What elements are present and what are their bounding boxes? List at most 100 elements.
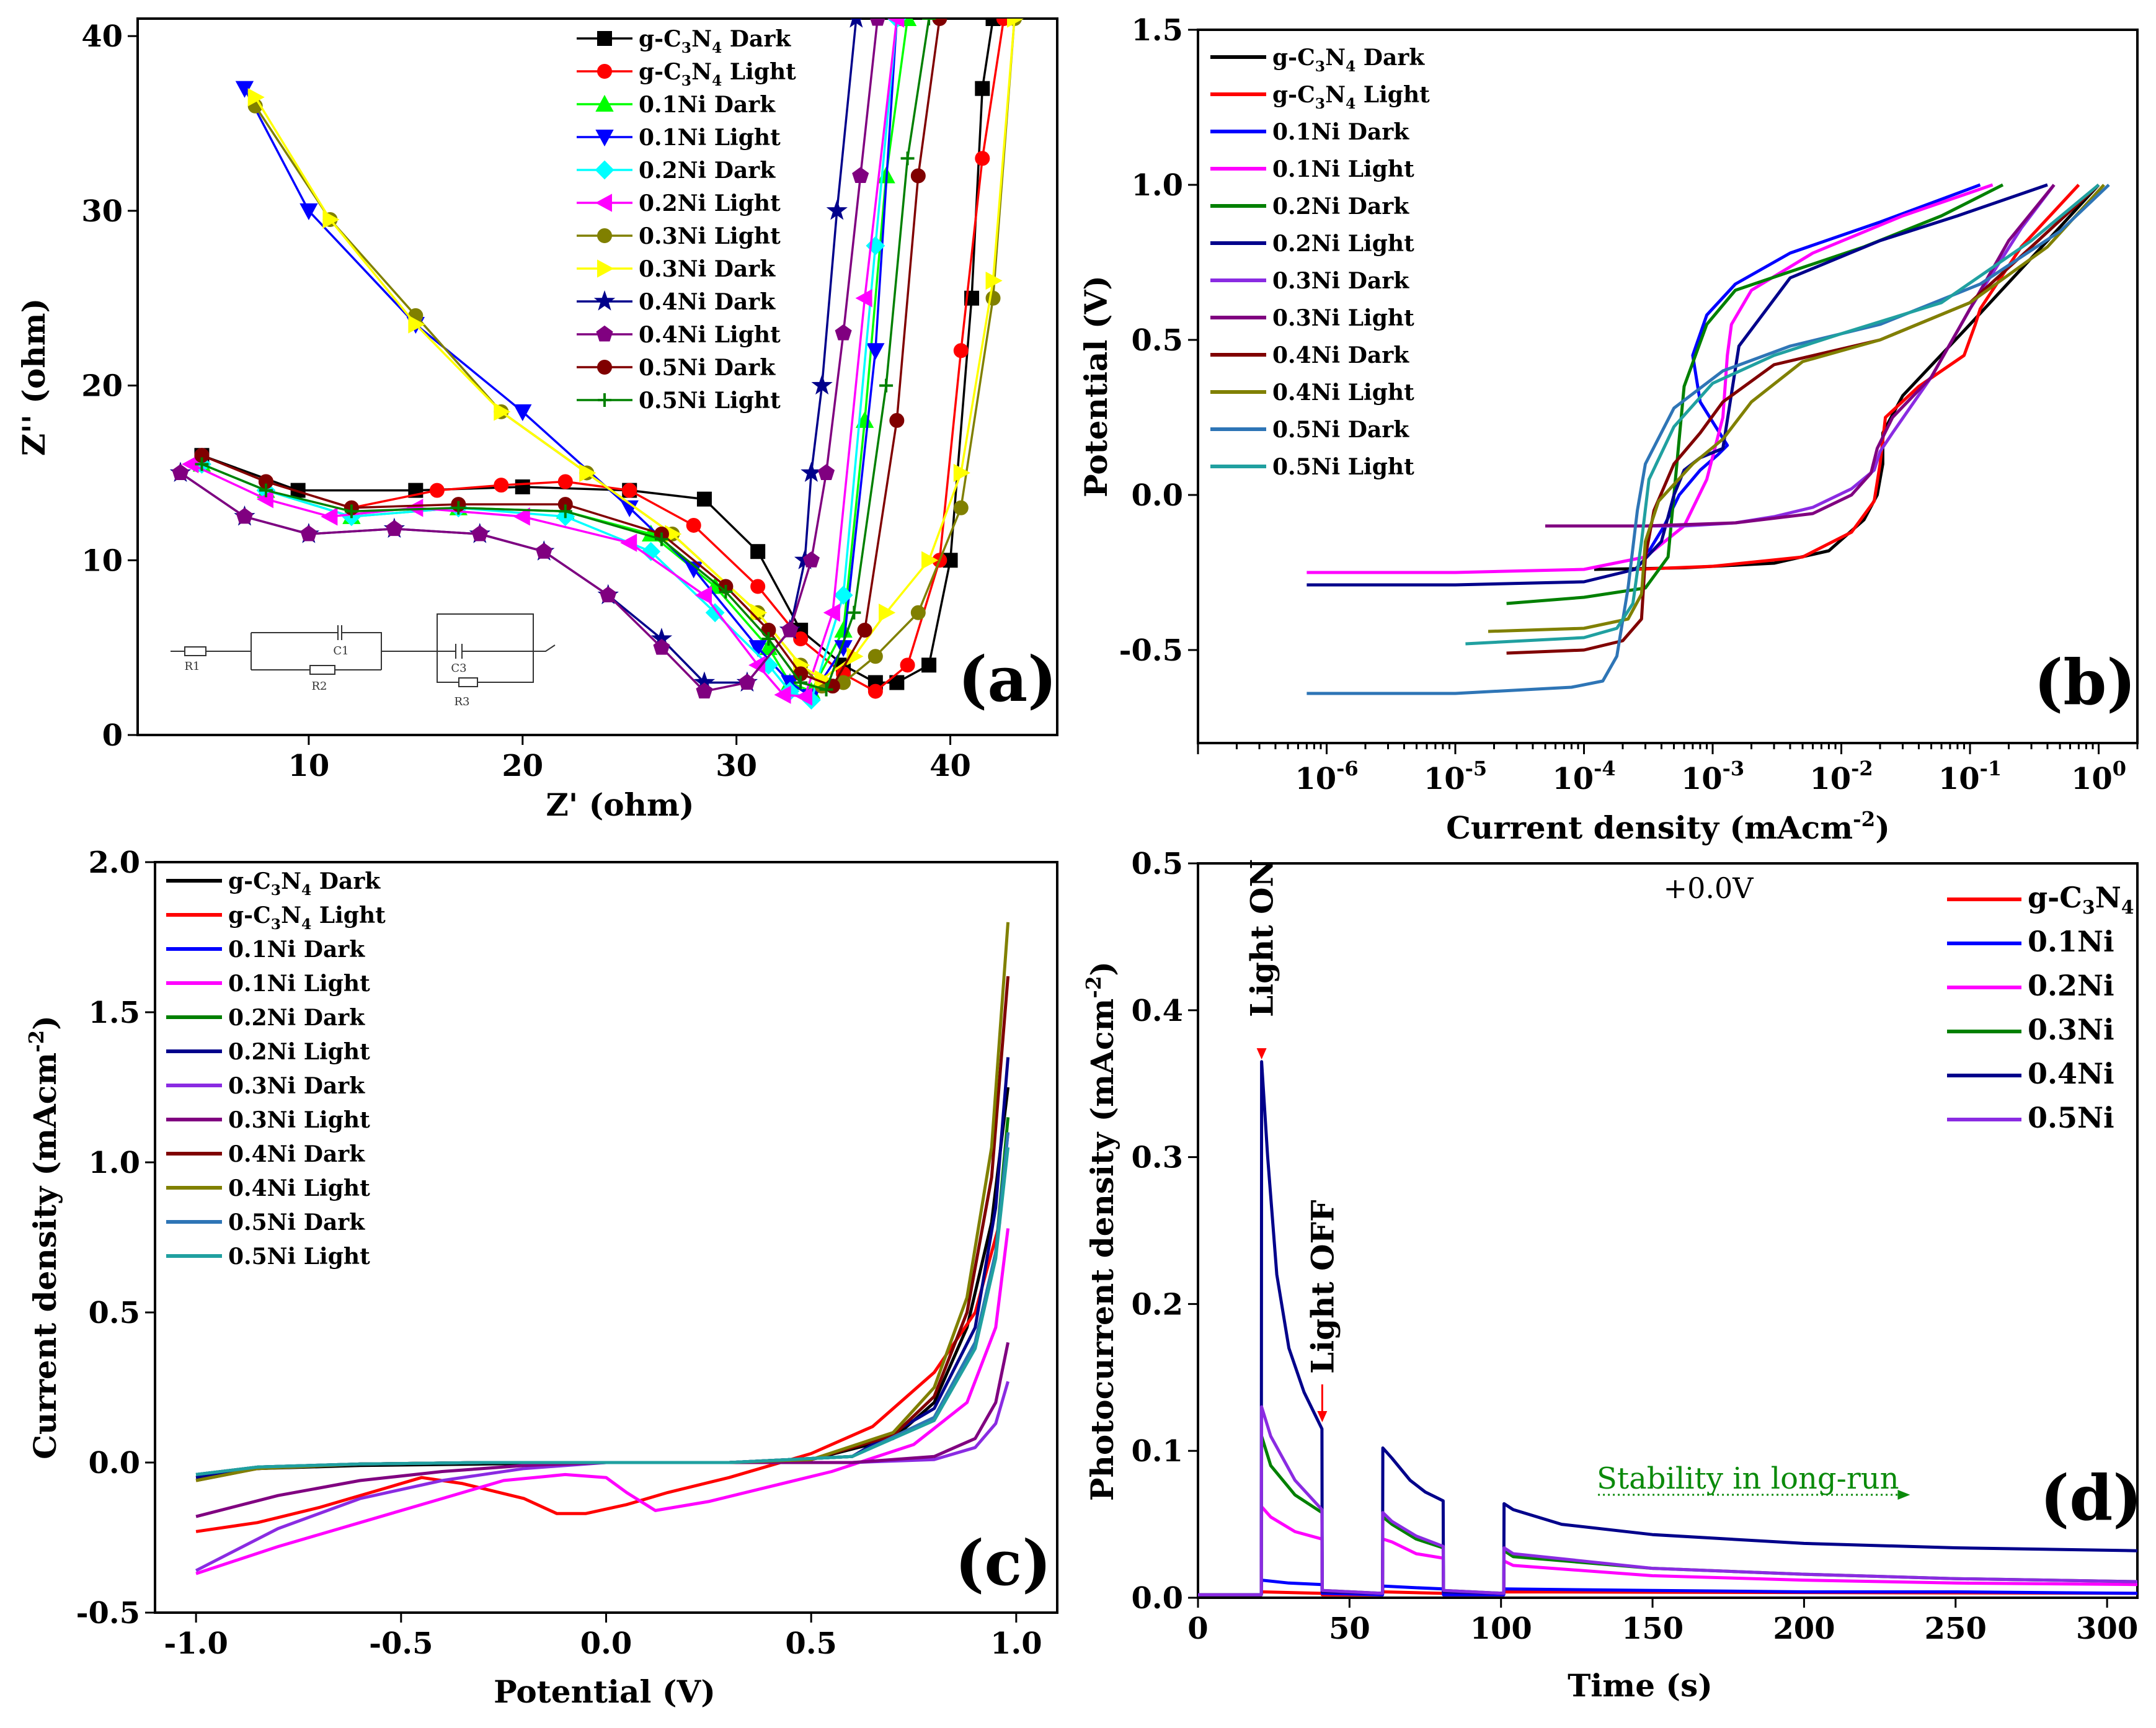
legend-label-0-1ni-light: 0.1Ni Light (639, 125, 781, 151)
data-point-0-5ni-dark (910, 168, 926, 184)
circuit-label-r3: R3 (454, 695, 469, 708)
capacitor-c3 (455, 644, 463, 659)
x-tick-label: 10 (288, 749, 330, 783)
x-tick-label: -0.5 (369, 1626, 433, 1661)
y-tick-label: 2.0 (88, 845, 140, 880)
data-point-0-2ni-light (795, 687, 813, 706)
legend-marker-g-c3n4-dark (597, 31, 612, 46)
legend-label-0-2ni-dark: 0.2Ni Dark (639, 158, 776, 184)
legend-label-0-5ni-dark: 0.5Ni Dark (228, 1209, 365, 1236)
x-tick-label: 10-3 (1681, 757, 1744, 796)
data-point-g-c3n4-light (686, 517, 701, 533)
series-line-0-3ni-light (195, 1342, 1010, 1518)
data-point-0-1ni-light (513, 404, 532, 421)
data-point-0-4ni-light (852, 167, 869, 184)
data-point-0-4ni-dark (850, 19, 863, 28)
data-point-0-5ni-light (879, 378, 894, 393)
data-point-0-2ni-light (823, 603, 840, 622)
legend-label-0-5ni-dark: 0.5Ni Dark (1272, 417, 1409, 443)
y-tick-label: 0.0 (88, 1446, 140, 1481)
data-point-0-5ni-light (761, 632, 776, 646)
series-line-0-4ni-light (1488, 184, 2105, 633)
legend-label-g-c3n4-dark: g-C3N4 Dark (1272, 45, 1425, 75)
legend-label-0-4ni-light: 0.4Ni Light (1272, 380, 1414, 406)
series-line-0-2ni-dark (201, 19, 898, 701)
legend-label-g-c3n4-light: g-C3N4 Light (1272, 82, 1430, 112)
x-axis-title: Current density (mAcm-2) (1446, 807, 1890, 846)
y-axis-title: Current density (mAcm-2) (24, 1015, 63, 1459)
series-line-0-2ni-light (190, 19, 898, 698)
x-tick-label: 10-4 (1552, 757, 1615, 796)
data-point-g-c3n4-dark (515, 479, 530, 494)
series-line-0-3ni-light (1545, 184, 2056, 528)
data-point-0-2ni-dark (833, 586, 853, 605)
light-on-arrow-icon (1256, 1048, 1267, 1059)
legend-label-0-3ni: 0.3Ni (2028, 1013, 2114, 1046)
y-tick-label: 30 (81, 194, 123, 229)
y-axis-title: Photocurrent density (mAcm-2) (1081, 961, 1120, 1501)
series-line-0-1ni-light (1306, 183, 1994, 574)
data-point-0-5ni-light (654, 532, 668, 546)
legend-label-0-1ni-light: 0.1Ni Light (1272, 156, 1414, 182)
y-tick-label: 0.3 (1131, 1141, 1183, 1175)
light-on-annotation: Light ON (1244, 859, 1280, 1017)
data-point-0-4ni-light (870, 19, 885, 26)
y-axis-title: Z'' (ohm) (16, 298, 52, 456)
x-tick-label: 0.5 (785, 1626, 837, 1661)
x-tick-label: 200 (1773, 1611, 1835, 1646)
legend-label-g-c3n4-light: g-C3N4 Light (228, 902, 386, 933)
x-tick-label: 10-5 (1424, 757, 1487, 796)
data-point-0-4ni-light (835, 324, 852, 341)
y-tick-label: 0 (102, 718, 123, 753)
data-point-0-5ni-light (847, 605, 861, 620)
panel-d: 0 50 100 150 200 250 300 0.0 0.1 0.2 0.3 0.4 0.5 Time… (1081, 847, 2142, 1704)
legend-label-0-4ni-dark: 0.4Ni Dark (1272, 342, 1409, 368)
legend-marker-0-4ni-dark (593, 290, 616, 311)
legend-marker-0-2ni-light (595, 194, 612, 212)
resistor-r3 (458, 677, 478, 687)
data-point-g-c3n4-light (494, 478, 509, 493)
circuit-wires (171, 613, 556, 683)
circuit-label-r1: R1 (184, 660, 200, 673)
data-point-0-5ni-dark (932, 19, 947, 26)
data-point-0-5ni-light (922, 19, 936, 25)
data-point-g-c3n4-light (429, 483, 445, 498)
series-line-0-1ni (1198, 1579, 2137, 1597)
data-point-0-3ni-light (867, 649, 883, 664)
legend-marker-0-5ni-light (598, 393, 611, 407)
legend-label-g-c3n4-light: g-C3N4 Light (639, 59, 796, 89)
light-off-arrow-icon (1317, 1411, 1328, 1422)
data-point-0-4ni-light (817, 464, 835, 480)
y-tick-label: 0.4 (1131, 994, 1183, 1028)
legend-label-0-1ni-light: 0.1Ni Light (228, 971, 370, 997)
data-point-0-3ni-dark (408, 315, 425, 334)
y-tick-label: 1.5 (1131, 13, 1183, 48)
data-point-0-4ni-light (172, 464, 189, 480)
data-point-0-2ni-dark (705, 603, 725, 623)
legend-marker-0-2ni-dark (595, 160, 614, 180)
legend-label-g-c3n4: g-C3N4 (2028, 881, 2134, 919)
y-tick-label: 1.0 (88, 1146, 140, 1180)
legend-marker-0-4ni-light (596, 325, 613, 342)
y-tick-label: -0.5 (1119, 633, 1183, 668)
series-line-g-c3n4-light (195, 1222, 1001, 1533)
data-point-0-3ni-dark (879, 603, 896, 622)
data-point-0-5ni-dark (889, 412, 905, 428)
panel-label-a: (a) (958, 643, 1057, 716)
data-point-g-c3n4-light (750, 579, 766, 594)
data-point-0-3ni-dark (494, 403, 511, 421)
x-tick-label: 0 (1187, 1611, 1208, 1646)
series-line-g-c3n4-light (1635, 184, 2080, 571)
series-line-0-5ni-light (1465, 184, 2100, 646)
data-point-g-c3n4-light (900, 657, 915, 673)
legend-label-0-3ni-light: 0.3Ni Light (639, 223, 781, 249)
legend-label-0-1ni-dark: 0.1Ni Dark (639, 92, 776, 118)
data-point-g-c3n4-light (557, 474, 573, 489)
data-point-0-4ni-dark (826, 199, 848, 220)
series-line-0-5ni (1198, 1405, 2137, 1597)
x-axis-title: Potential (V) (494, 1673, 716, 1710)
legend-marker-0-5ni-dark (597, 360, 612, 375)
data-point-0-1ni-light (748, 640, 767, 657)
data-point-g-c3n4-dark (985, 19, 1001, 26)
